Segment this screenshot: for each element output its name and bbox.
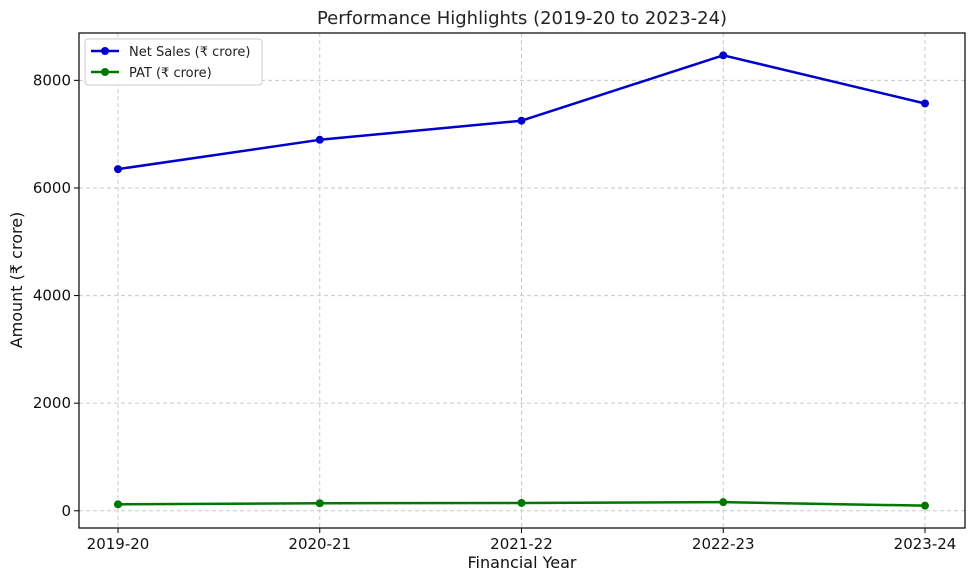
y-tick-label: 4000 bbox=[33, 287, 71, 305]
data-point bbox=[517, 498, 526, 507]
data-point bbox=[517, 116, 526, 125]
x-tick-label: 2022-23 bbox=[692, 535, 755, 553]
data-point bbox=[921, 501, 929, 510]
data-point bbox=[114, 500, 122, 509]
y-axis-label: Amount (₹ crore) bbox=[7, 212, 26, 349]
data-point bbox=[315, 499, 324, 508]
data-point bbox=[719, 498, 728, 507]
y-tick-label: 8000 bbox=[33, 71, 71, 89]
legend-marker-2 bbox=[101, 68, 109, 76]
x-axis-label: Financial Year bbox=[467, 553, 576, 572]
legend-marker-1 bbox=[101, 47, 109, 55]
legend-label-1: Net Sales (₹ crore) bbox=[129, 45, 250, 60]
y-tick-label: 6000 bbox=[33, 179, 71, 197]
data-point bbox=[315, 135, 324, 144]
y-tick-label: 2000 bbox=[33, 394, 71, 412]
x-axis: 2019-20 2020-21 2021-22 2022-23 2023-24 bbox=[87, 528, 957, 553]
legend: Net Sales (₹ crore) PAT (₹ crore) bbox=[84, 38, 263, 86]
x-tick-label: 2019-20 bbox=[87, 535, 150, 553]
data-point bbox=[921, 99, 929, 108]
legend-box bbox=[84, 38, 263, 86]
x-tick-label: 2023-24 bbox=[894, 535, 957, 553]
legend-label-2: PAT (₹ crore) bbox=[129, 66, 212, 81]
x-tick-label: 2021-22 bbox=[490, 535, 553, 553]
data-point bbox=[114, 165, 122, 174]
data-point bbox=[719, 51, 728, 60]
x-tick-label: 2020-21 bbox=[288, 535, 351, 553]
grid bbox=[79, 33, 965, 528]
y-axis: 0 2000 4000 6000 8000 bbox=[33, 71, 79, 520]
series-layer bbox=[114, 51, 929, 510]
y-tick-label: 0 bbox=[61, 502, 71, 520]
chart-title: Performance Highlights (2019-20 to 2023-… bbox=[317, 8, 727, 29]
